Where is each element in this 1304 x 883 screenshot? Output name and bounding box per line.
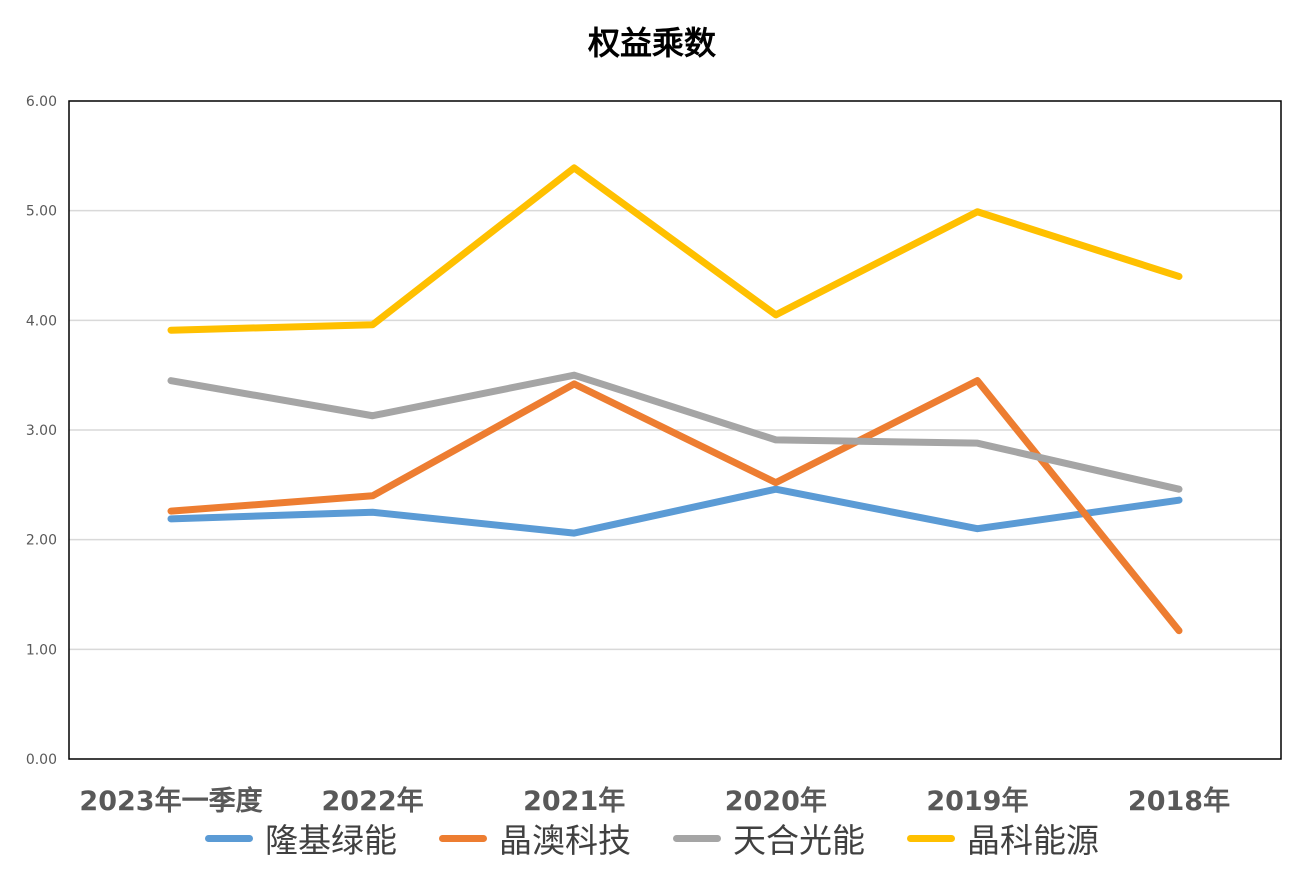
x-tick-label: 2023年一季度: [79, 785, 262, 817]
x-tick-label: 2018年: [1128, 785, 1230, 817]
legend-swatch: [439, 834, 487, 842]
x-tick-label: 2019年: [926, 785, 1028, 817]
x-tick-label: 2020年: [725, 785, 827, 817]
legend-swatch: [205, 834, 253, 842]
legend-swatch: [907, 834, 955, 842]
series-lines: [167, 164, 1183, 635]
series-line-1: [167, 377, 1183, 635]
y-tick-label: 3.00: [26, 423, 57, 439]
legend: 隆基绿能 晶澳科技 天合光能 晶科能源: [0, 816, 1304, 860]
series-line-2: [167, 371, 1183, 493]
y-axis-tick-labels: 0.00 1.00 2.00 3.00 4.00 5.00 6.00: [26, 94, 57, 768]
legend-item: 天合光能: [673, 814, 865, 862]
x-tick-label: 2022年: [322, 785, 424, 817]
chart-title: 权益乘数: [587, 24, 716, 62]
series-line-3: [167, 164, 1183, 334]
y-tick-label: 0.00: [26, 752, 57, 768]
y-tick-label: 4.00: [26, 313, 57, 329]
legend-label: 天合光能: [733, 821, 865, 860]
legend-label: 晶科能源: [967, 821, 1099, 860]
x-tick-label: 2021年: [523, 785, 625, 817]
legend-swatch: [673, 834, 721, 842]
plot-border: [68, 100, 1282, 760]
legend-item: 隆基绿能: [205, 814, 397, 862]
legend-label: 隆基绿能: [265, 821, 397, 860]
y-tick-label: 2.00: [26, 533, 57, 549]
legend-item: 晶科能源: [907, 814, 1099, 862]
y-tick-label: 6.00: [26, 94, 57, 110]
plot-frame: [68, 100, 1282, 760]
legend-label: 晶澳科技: [499, 821, 631, 860]
y-tick-label: 1.00: [26, 642, 57, 658]
series-line-0: [167, 485, 1183, 537]
x-axis-tick-labels: 2023年一季度 2022年 2021年 2020年 2019年 2018年: [79, 785, 1230, 817]
y-tick-label: 5.00: [26, 204, 57, 220]
legend-item: 晶澳科技: [439, 814, 631, 862]
